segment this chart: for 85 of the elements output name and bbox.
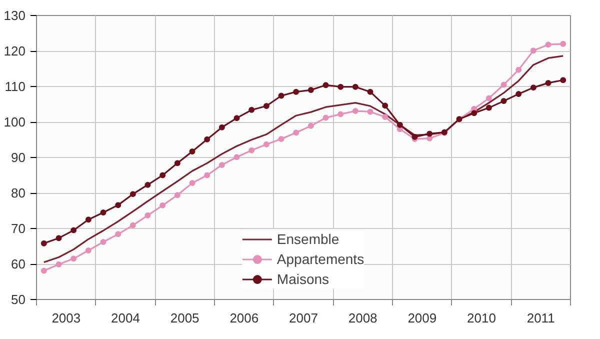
point <box>278 136 284 142</box>
y-tick-label: 120 <box>4 44 26 58</box>
point <box>70 227 77 234</box>
point <box>545 80 552 86</box>
y-tick-label: 110 <box>4 79 26 94</box>
point <box>308 87 314 94</box>
point <box>338 84 344 90</box>
point <box>308 122 314 129</box>
point <box>204 136 210 142</box>
point <box>115 202 122 208</box>
point <box>352 108 358 114</box>
point <box>40 268 47 274</box>
point <box>100 238 106 245</box>
point <box>40 240 47 246</box>
point <box>382 114 388 120</box>
x-tick-label: 2007 <box>289 310 318 326</box>
point <box>174 192 180 198</box>
point <box>144 212 151 218</box>
legend-label: Ensemble <box>276 231 340 247</box>
point <box>322 114 329 121</box>
point <box>367 88 374 95</box>
point <box>204 172 210 178</box>
x-tick-label: 2005 <box>170 310 200 326</box>
point <box>130 191 136 198</box>
point <box>486 95 492 102</box>
point <box>263 103 270 110</box>
point <box>560 77 566 84</box>
point <box>130 222 136 228</box>
point <box>100 210 106 216</box>
point <box>293 88 300 95</box>
point <box>412 134 418 140</box>
point <box>248 147 255 154</box>
y-tick-label: 50 <box>11 292 26 307</box>
point <box>545 42 552 48</box>
y-tick-label: 70 <box>11 221 26 236</box>
point <box>382 102 388 109</box>
point <box>396 122 403 128</box>
point <box>293 130 300 136</box>
point <box>516 90 522 97</box>
x-tick-label: 2011 <box>526 310 555 326</box>
point <box>278 92 284 99</box>
x-tick-label: 2003 <box>52 310 81 326</box>
point <box>530 48 536 54</box>
point <box>189 180 196 186</box>
y-tick-label: 130 <box>4 8 26 23</box>
point <box>115 231 122 238</box>
x-tick-label: 2010 <box>467 310 496 326</box>
y-tick-label: 100 <box>4 114 26 130</box>
point <box>160 202 166 208</box>
point <box>56 235 62 242</box>
point <box>338 111 344 118</box>
point <box>160 172 166 178</box>
point <box>234 115 240 122</box>
legend-label: Appartements <box>276 251 364 267</box>
point <box>85 248 92 254</box>
point <box>218 124 225 130</box>
point <box>367 108 374 115</box>
point <box>471 110 478 116</box>
point <box>486 104 492 111</box>
point <box>560 40 566 47</box>
x-tick-label: 2009 <box>408 310 437 326</box>
point <box>56 261 62 268</box>
y-tick-label: 60 <box>11 256 26 272</box>
point <box>85 216 92 223</box>
y-tick-label: 90 <box>11 150 26 165</box>
point <box>248 106 255 113</box>
point <box>263 141 270 148</box>
point <box>189 148 196 154</box>
y-tick-label: 80 <box>11 186 26 200</box>
point <box>174 160 180 166</box>
x-tick-label: 2006 <box>230 310 259 326</box>
point <box>516 66 522 73</box>
point <box>218 162 225 168</box>
point <box>530 84 536 91</box>
point <box>500 82 507 88</box>
legend-label: Maisons <box>276 271 330 287</box>
point <box>144 182 151 188</box>
point <box>426 130 433 137</box>
point <box>500 98 507 104</box>
x-tick-label: 2004 <box>111 310 140 326</box>
point <box>322 82 329 88</box>
point <box>70 256 77 262</box>
point <box>352 84 358 90</box>
x-tick-label: 2008 <box>348 310 378 326</box>
point <box>234 154 240 160</box>
